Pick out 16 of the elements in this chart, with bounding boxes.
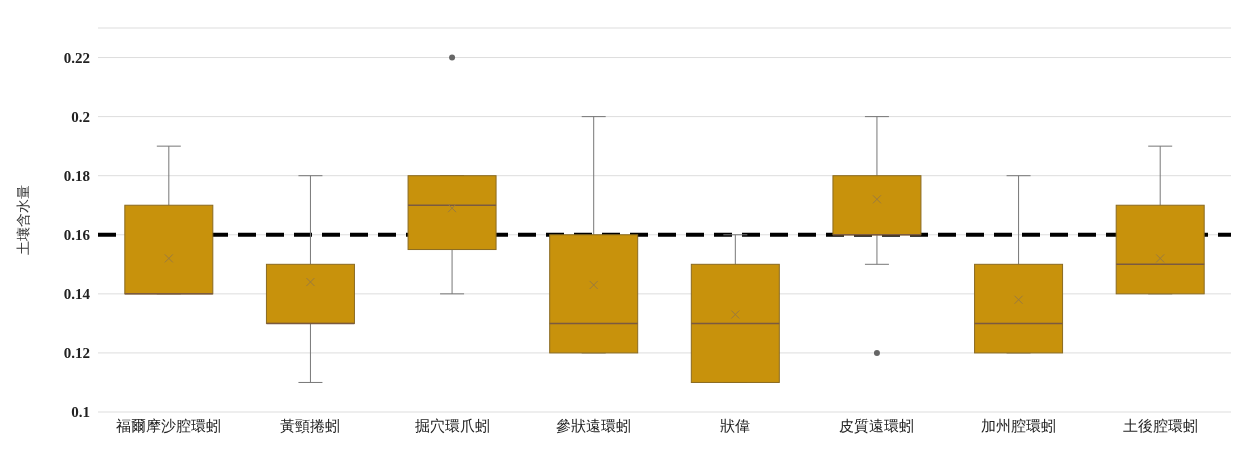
- y-tick-label: 0.2: [71, 108, 90, 125]
- x-tick-label: 土後腔環蚓: [1122, 416, 1198, 435]
- x-tick-label: 參狀遠環蚓: [556, 416, 632, 435]
- x-tick-label: 狀偉: [720, 416, 751, 435]
- x-tick-label: 皮質遠環蚓: [839, 416, 915, 435]
- y-tick-label: 0.22: [63, 49, 90, 66]
- x-tick-label: 黃頸捲蚓: [280, 416, 341, 435]
- y-tick-label: 0.16: [63, 227, 91, 244]
- y-tick-label: 0.12: [63, 345, 90, 362]
- y-tick-label: 0.18: [63, 168, 90, 185]
- x-tick-label: 加州腔環蚓: [981, 416, 1057, 435]
- y-tick-label: 0.1: [71, 404, 90, 421]
- x-tick-label: 掘穴環爪蚓: [414, 416, 490, 435]
- y-tick-label: 0.14: [63, 286, 91, 303]
- y-axis-title: 土壤含水量: [14, 185, 31, 255]
- x-tick-label: 福爾摩沙腔環蚓: [116, 416, 222, 435]
